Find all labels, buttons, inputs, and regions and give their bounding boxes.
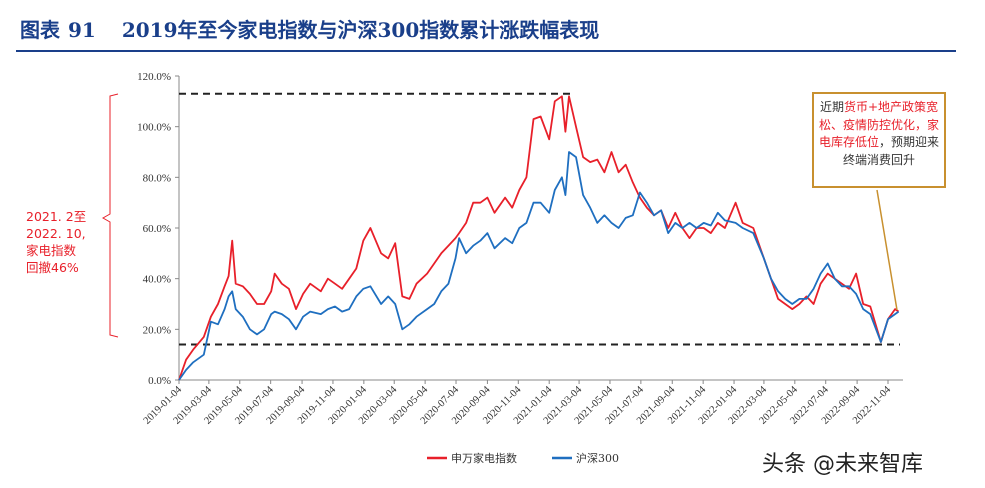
- legend-label: 申万家电指数: [451, 451, 517, 465]
- figure-title-text: 2019年至今家电指数与沪深300指数累计涨跌幅表现: [121, 18, 600, 42]
- y-tick-label: 20.0%: [143, 324, 171, 336]
- hs300-line: [178, 151, 900, 381]
- y-tick-label: 0.0%: [148, 375, 171, 387]
- home-appliance-index-line: [178, 95, 900, 381]
- legend-label: 沪深300: [576, 451, 619, 465]
- figure-title: 图表 91 2019年至今家电指数与沪深300指数累计涨跌幅表现: [20, 14, 599, 43]
- callout-text: 近期: [819, 100, 844, 114]
- callout-highlight: 货币+地产政策宽松、疫情防控优化，家电库存低位: [818, 100, 939, 149]
- annotation-line: 2022. 10,: [26, 226, 86, 241]
- outlook-callout: 近期货币+地产政策宽松、疫情防控优化，家电库存低位，预期迎来终端消费回升: [812, 92, 946, 188]
- annotation-line: 回撤46%: [26, 260, 79, 275]
- figure-label: 图表: [20, 18, 60, 42]
- drawdown-annotation: 2021. 2至 2022. 10, 家电指数 回撤46%: [26, 208, 86, 276]
- drawdown-bracket: [101, 93, 119, 338]
- callout-pointer: [876, 189, 898, 311]
- title-rule: [16, 50, 956, 52]
- callout-text: ，预期迎来终端消费回升: [842, 135, 940, 167]
- y-tick-label: 120.0%: [137, 71, 171, 83]
- figure-number: 91: [68, 18, 96, 42]
- y-tick-label: 60.0%: [143, 223, 171, 235]
- y-tick-label: 100.0%: [137, 122, 171, 134]
- annotation-line: 2021. 2至: [26, 209, 87, 224]
- watermark: 头条 @未来智库: [762, 452, 923, 477]
- y-tick-label: 40.0%: [143, 274, 171, 286]
- annotation-line: 家电指数: [26, 243, 77, 258]
- y-tick-label: 80.0%: [143, 172, 171, 184]
